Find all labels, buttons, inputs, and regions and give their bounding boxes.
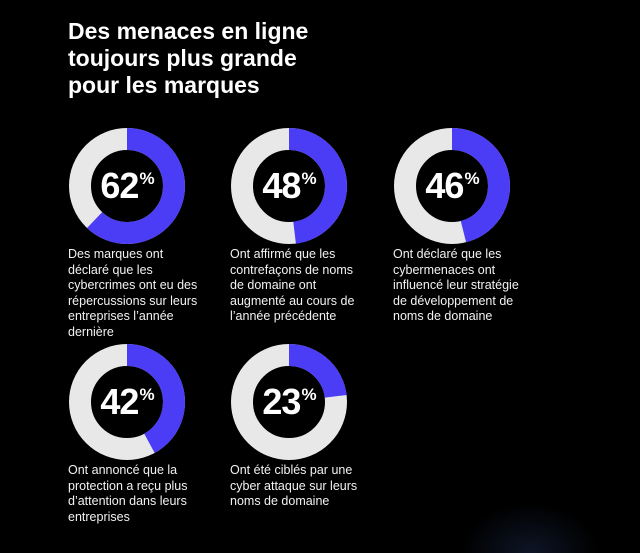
donut-arc — [69, 128, 185, 244]
background-glow — [460, 503, 600, 553]
caption-line: contrefaçons de noms — [230, 262, 353, 277]
donut-chart — [394, 128, 510, 244]
donut-arc — [69, 344, 185, 460]
caption-line: Ont été ciblés par une — [230, 463, 353, 477]
percent-symbol: % — [464, 169, 479, 188]
donut-chart — [69, 344, 185, 460]
caption-line: Ont annoncé que la — [68, 463, 178, 477]
stat-caption: Ont affirmé que les contrefaçons de noms… — [230, 247, 400, 325]
percent-value: 62 — [100, 165, 139, 206]
stat-caption: Des marques ont déclaré que les cybercri… — [68, 247, 238, 341]
caption-line: entreprises l’année — [68, 309, 174, 324]
percent-symbol: % — [301, 169, 316, 188]
percent-label: 42% — [68, 343, 186, 461]
caption-line: noms de domaine — [393, 309, 493, 324]
donut-arc — [394, 128, 510, 244]
caption-line: cybercrimes ont eu des — [68, 278, 198, 293]
caption-line: Ont affirmé que les — [230, 247, 336, 261]
caption-line: l’année précédente — [230, 309, 337, 324]
donut-arc — [231, 128, 347, 244]
percent-symbol: % — [139, 169, 154, 188]
stat-caption: Ont été ciblés par une cyber attaque sur… — [230, 463, 400, 510]
percent-symbol: % — [139, 385, 154, 404]
caption-line: répercussions sur leurs — [68, 293, 198, 308]
percent-value: 48 — [262, 165, 301, 206]
stat-caption: Ont annoncé que la protection a reçu plu… — [68, 463, 238, 525]
caption-line: influencé leur stratégie — [393, 278, 519, 293]
caption-line: de domaine ont — [230, 278, 317, 293]
donut-chart — [69, 128, 185, 244]
caption-line: augmenté au cours de — [230, 293, 355, 308]
percent-label: 46% — [393, 127, 511, 245]
title-line: pour les marques — [68, 72, 260, 98]
caption-line: noms de domaine — [230, 494, 330, 509]
title-line: Des menaces en ligne — [68, 18, 309, 44]
percent-label: 48% — [230, 127, 348, 245]
caption-line: cybermenaces ont — [393, 262, 496, 277]
percent-value: 46 — [425, 165, 464, 206]
donut-chart — [231, 128, 347, 244]
stat-caption: Ont déclaré que les cybermenaces ont inf… — [393, 247, 563, 325]
page-title: Des menaces en ligne toujours plus grand… — [68, 18, 368, 99]
caption-line: de développement de — [393, 293, 514, 308]
caption-line: entreprises — [68, 509, 130, 524]
percent-label: 23% — [230, 343, 348, 461]
caption-line: déclaré que les — [68, 262, 153, 277]
caption-line: protection a reçu plus — [68, 478, 188, 493]
caption-line: dernière — [68, 324, 114, 339]
title-line: toujours plus grande — [68, 45, 297, 71]
caption-line: Ont déclaré que les — [393, 247, 502, 261]
caption-line: d’attention dans leurs — [68, 494, 187, 509]
caption-line: Des marques ont — [68, 247, 164, 261]
percent-symbol: % — [301, 385, 316, 404]
caption-line: cyber attaque sur leurs — [230, 478, 358, 493]
donut-chart — [231, 344, 347, 460]
percent-value: 42 — [100, 381, 139, 422]
donut-arc — [231, 344, 347, 460]
percent-label: 62% — [68, 127, 186, 245]
percent-value: 23 — [262, 381, 301, 422]
